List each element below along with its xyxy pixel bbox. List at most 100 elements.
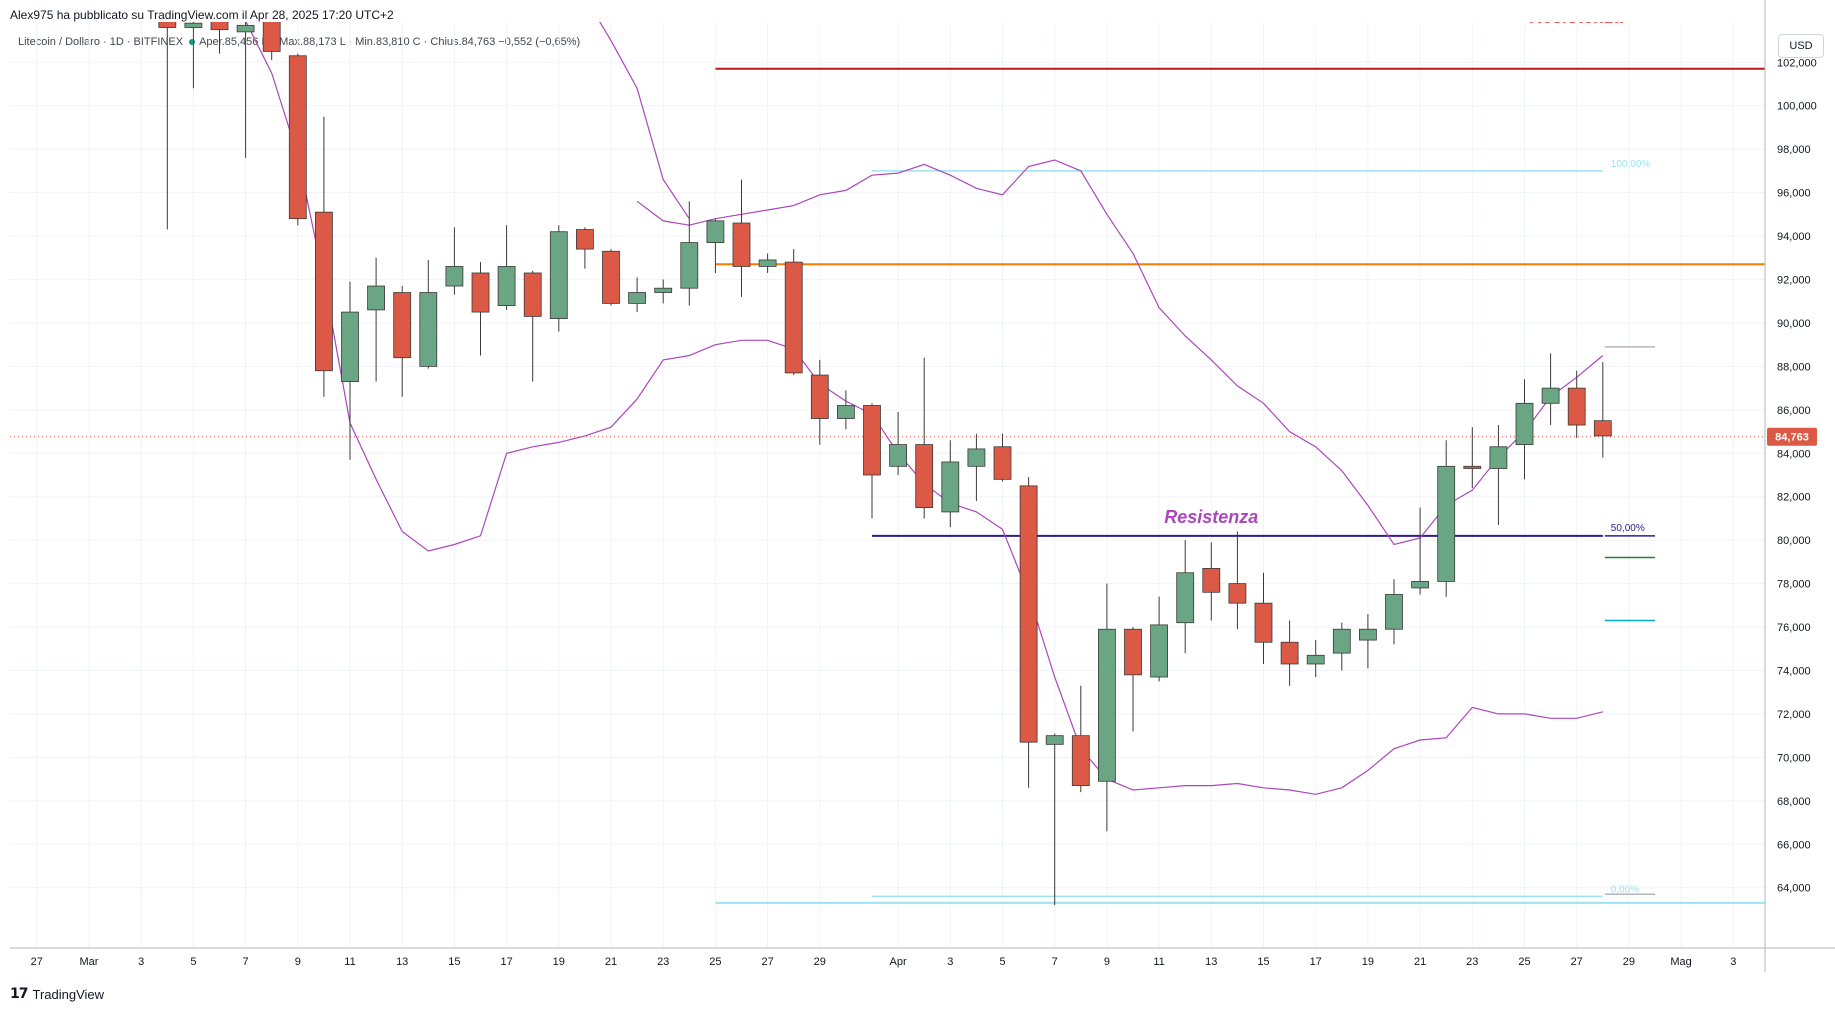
candle-body [288, 55, 307, 220]
time-axis-label: 25 [1518, 956, 1530, 968]
price-axis-label: 94,000 [1777, 231, 1811, 243]
candle-body [967, 448, 986, 467]
candle-body [837, 405, 855, 419]
candle-body [1593, 420, 1612, 437]
price-axis-label: 92,000 [1777, 275, 1811, 287]
tradingview-logo-text: TradingView [32, 986, 105, 1002]
time-axis-label: 13 [1205, 956, 1217, 968]
candle [523, 270, 542, 382]
time-axis-label: Mar [80, 956, 99, 968]
candle [941, 440, 960, 528]
candle [654, 279, 673, 304]
currency-selector[interactable]: USD [1778, 34, 1824, 58]
last-price-label: 84,763 [1775, 432, 1809, 444]
time-axis-label: 7 [1052, 956, 1058, 968]
candle-body [993, 446, 1012, 480]
symbol-name[interactable]: Litecoin / Dollaro · 1D · BITFINEX [18, 36, 184, 48]
time-axis-label: 3 [947, 956, 953, 968]
candle [1593, 362, 1612, 458]
candle [1306, 640, 1325, 678]
candle-body [1176, 572, 1195, 624]
candle-body [1411, 581, 1429, 589]
price-axis-label: 90,000 [1777, 318, 1811, 330]
candle [341, 281, 359, 460]
candle [497, 225, 516, 310]
candle [471, 262, 490, 356]
candle [810, 359, 829, 445]
candle [837, 390, 855, 430]
candle [1411, 507, 1429, 595]
candle-body [445, 266, 464, 287]
candle [1332, 622, 1351, 671]
fib-level-label: 0,00% [1611, 884, 1639, 895]
time-axis-label: 21 [605, 956, 617, 968]
time-axis-label: 27 [761, 956, 773, 968]
price-axis-label: 68,000 [1777, 796, 1811, 808]
candle [1254, 572, 1273, 664]
candle [210, 22, 229, 54]
candle [993, 433, 1012, 482]
candle-body [810, 374, 829, 419]
candle-body [393, 292, 412, 359]
candle-body [419, 292, 438, 367]
candle [1515, 379, 1534, 480]
candle [1385, 579, 1403, 645]
candle-body [1124, 628, 1142, 676]
candle [967, 433, 986, 502]
time-axis-label: 5 [999, 956, 1005, 968]
candle-body [1515, 402, 1534, 445]
candle-body [941, 461, 960, 513]
candle [393, 286, 412, 397]
price-axis-label: 66,000 [1777, 839, 1811, 851]
candle [549, 225, 568, 332]
candle [628, 277, 646, 313]
candle-body [523, 272, 542, 317]
candle [262, 22, 281, 61]
candle-body [210, 22, 229, 31]
candle-body [1150, 624, 1168, 678]
time-axis-label: 25 [709, 956, 721, 968]
fib-level-label: 100,00% [1611, 159, 1651, 170]
candle-body [654, 287, 673, 293]
candle-body [680, 242, 699, 289]
candle [419, 259, 438, 369]
time-axis-label: 17 [500, 956, 512, 968]
candle-body [915, 444, 934, 508]
candle [445, 227, 464, 295]
time-axis-label: Mag [1670, 956, 1691, 968]
time-axis-label: 15 [448, 956, 460, 968]
candle [1019, 477, 1038, 788]
time-axis-label: 21 [1414, 956, 1426, 968]
candle [863, 403, 881, 519]
candle [1463, 427, 1482, 489]
candle-body [1306, 654, 1325, 665]
annotation-label: Resistenza [1530, 7, 1624, 27]
candle [314, 116, 333, 397]
candle [1228, 531, 1247, 630]
candle-body [158, 22, 177, 28]
candle-body [576, 229, 594, 250]
candle-body [1019, 485, 1038, 743]
candle-body [1045, 735, 1064, 745]
candle [915, 357, 934, 519]
tradingview-logo[interactable]: 17 TradingView [10, 986, 104, 1002]
time-axis-label: 11 [1153, 956, 1164, 968]
last-price-tag [1767, 427, 1817, 446]
candle [158, 22, 177, 230]
time-axis-label: 27 [31, 956, 43, 968]
candle [1359, 614, 1377, 669]
candle [1045, 733, 1064, 906]
candle-body [706, 220, 725, 243]
candle [1437, 440, 1456, 597]
indicator-upper-line [599, 22, 690, 220]
price-axis-label: 86,000 [1777, 405, 1811, 417]
candle-body [1385, 594, 1403, 630]
ohlc-values: Aper.85,456 H · Max.88,173 L · Min.83,81… [199, 36, 581, 48]
time-axis-label: 11 [344, 956, 355, 968]
candle [1567, 370, 1586, 439]
candle [184, 22, 203, 89]
candle [889, 412, 907, 475]
price-axis-label: 74,000 [1777, 666, 1811, 678]
price-axis-label: 82,000 [1777, 492, 1811, 504]
